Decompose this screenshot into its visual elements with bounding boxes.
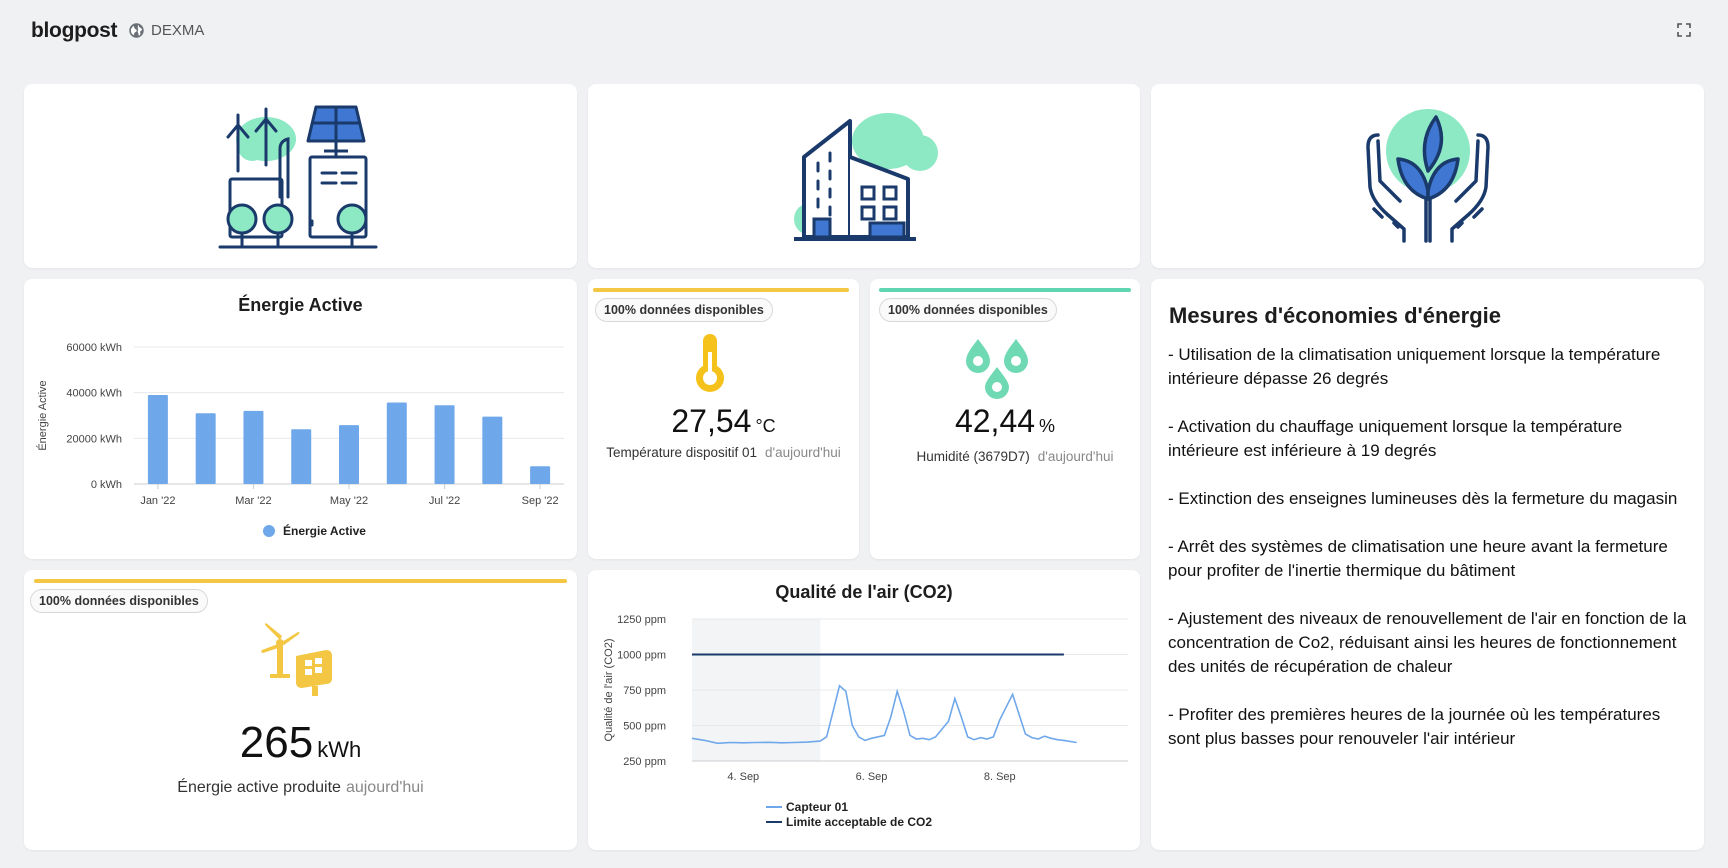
y-tick-label: 60000 kWh (66, 342, 122, 354)
bar (386, 402, 407, 484)
x-tick-label: 6. Sep (856, 771, 888, 783)
illustration-card-building (588, 84, 1140, 268)
temperature-value: 27,54 (671, 403, 752, 439)
energy-bar-chart: 0 kWh 20000 kWh 40000 kWh 60000 kWh Jan '22 M… (36, 342, 564, 538)
x-tick-label: 4. Sep (727, 771, 759, 783)
co2-chart-card: Qualité de l'air (CO2) 250 ppm 500 ppm 750… (588, 570, 1140, 850)
x-tick-label: May '22 (330, 495, 368, 507)
dashboard-header: blogpost DEXMA (0, 0, 1728, 64)
thermometer-icon (696, 334, 724, 392)
x-tick-label: Jul '22 (429, 495, 460, 507)
water-drops-icon (966, 339, 1028, 399)
bar (291, 429, 312, 484)
temperature-value-row: 27,54 °C (588, 403, 859, 440)
temperature-availability-badge: 100% données disponibles (595, 298, 773, 322)
produced-energy-card: 100% données disponibles 265 kWh Énergie … (24, 570, 577, 850)
wind-solar-icon (261, 623, 332, 696)
energy-measures-text: Mesures d'économies d'énergie - Utilisat… (1168, 304, 1690, 775)
legend-label: Capteur 01 (786, 800, 848, 814)
bar (195, 413, 216, 484)
energy-plant-illustration (218, 105, 377, 249)
dashboard-title: blogpost (31, 19, 118, 42)
y-axis-label: Énergie Active (36, 380, 49, 450)
illustration-card-hands (1151, 84, 1704, 268)
produced-availability-bar (34, 579, 567, 583)
produced-period: aujourd'hui (345, 779, 424, 796)
illustration-card-energy (24, 84, 577, 268)
produced-unit: kWh (317, 737, 362, 762)
x-tick-label: Jan '22 (140, 495, 175, 507)
organization-name: DEXMA (151, 22, 205, 39)
humidity-availability-bar (879, 288, 1131, 292)
measure-item: - Arrêt des systèmes de climatisation un… (1168, 537, 1668, 580)
measure-item: - Profiter des premières heures de la jo… (1168, 705, 1661, 748)
bar (530, 466, 551, 484)
y-axis-label: Qualité de l'air (CO2) (603, 639, 615, 742)
temperature-unit: °C (755, 416, 776, 436)
legend-label: Limite acceptable de CO2 (786, 815, 932, 829)
produced-caption: Énergie active produite aujourd'hui (24, 779, 577, 797)
measure-item: - Ajustement des niveaux de renouvelleme… (1168, 609, 1687, 676)
y-tick-label: 1250 ppm (617, 614, 666, 626)
measure-item: - Utilisation de la climatisation unique… (1168, 345, 1661, 388)
bar (147, 394, 168, 484)
produced-availability-badge: 100% données disponibles (30, 589, 208, 613)
hands-plant-illustration (1365, 109, 1490, 243)
y-tick-label: 1000 ppm (617, 650, 666, 662)
produced-label: Énergie active produite (177, 779, 341, 796)
bar (243, 410, 264, 484)
measure-item: - Extinction des enseignes lumineuses dè… (1168, 489, 1678, 508)
humidity-value-row: 42,44% (870, 403, 1140, 440)
temperature-caption: Température dispositif 01 d'aujourd'hui (588, 445, 859, 460)
building-illustration (794, 113, 938, 241)
temperature-availability-bar (593, 288, 849, 292)
energy-measures-card (1151, 279, 1704, 850)
humidity-period: d'aujourd'hui (1037, 449, 1114, 464)
fullscreen-icon[interactable] (1676, 22, 1692, 38)
y-tick-label: 40000 kWh (66, 388, 122, 400)
temperature-card: 100% données disponibles 27,54 °C Tempéra… (588, 279, 859, 559)
measure-item: - Activation du chauffage uniquement lor… (1168, 417, 1623, 460)
energy-measures-title: Mesures d'économies d'énergie (1169, 303, 1502, 328)
temperature-label: Température dispositif 01 (606, 445, 758, 460)
y-tick-label: 750 ppm (623, 685, 666, 697)
y-tick-label: 0 kWh (91, 479, 122, 491)
energy-chart-title: Énergie Active (238, 295, 363, 315)
temperature-period: d'aujourd'hui (765, 445, 841, 460)
y-tick-label: 20000 kWh (66, 433, 122, 445)
humidity-label: Humidité (3679D7) (916, 449, 1030, 464)
x-tick-label: Mar '22 (235, 495, 271, 507)
humidity-availability-badge: 100% données disponibles (879, 298, 1057, 322)
co2-line-chart: 250 ppm 500 ppm 750 ppm 1000 ppm 1250 ppm 4. … (603, 614, 1128, 829)
organization-selector[interactable]: DEXMA (128, 22, 204, 39)
y-tick-label: 500 ppm (623, 721, 666, 733)
legend-label: Énergie Active (283, 523, 366, 538)
bar (339, 425, 359, 484)
x-tick-label: 8. Sep (984, 771, 1016, 783)
bar (434, 405, 455, 484)
humidity-unit: % (1039, 416, 1056, 436)
energy-chart-card: Énergie Active 0 kWh 20000 kWh 40000 kWh 60… (24, 279, 577, 559)
humidity-value: 42,44 (954, 403, 1036, 439)
produced-value-row: 265 kWh (24, 718, 577, 768)
legend-marker (263, 525, 275, 537)
bar (482, 416, 503, 484)
humidity-caption: Humidité (3679D7) d'aujourd'hui (890, 449, 1140, 464)
sensor-line (691, 684, 1077, 745)
produced-value: 265 (239, 718, 314, 767)
y-tick-label: 250 ppm (623, 756, 666, 768)
globe-icon (129, 23, 144, 38)
humidity-card: 100% données disponibles 42,44% Humidité… (870, 279, 1140, 559)
co2-chart-title: Qualité de l'air (CO2) (775, 582, 953, 602)
x-tick-label: Sep '22 (522, 495, 559, 507)
